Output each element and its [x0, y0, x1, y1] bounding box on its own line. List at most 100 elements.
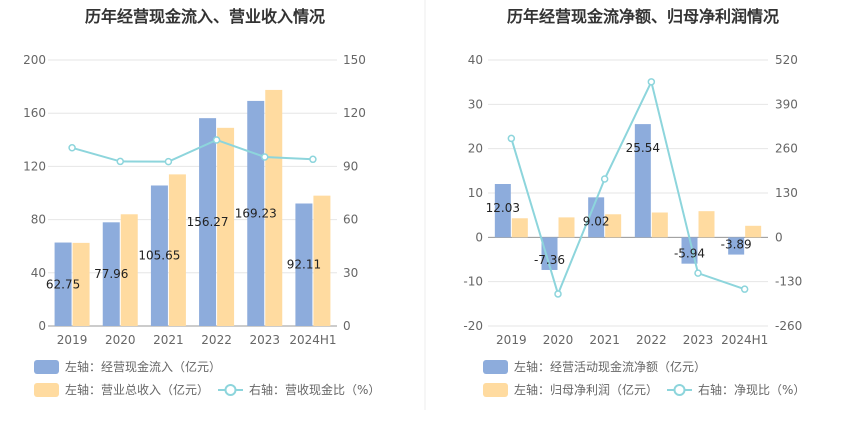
legend-label-cash-inflow: 左轴：经营现金流入（亿元） — [65, 359, 221, 374]
y-left-tick-label: 20 — [468, 142, 483, 156]
ratio-line-point — [507, 134, 516, 143]
legend-item-revenue-cash-ratio[interactable]: 右轴：营收现金比（%） — [218, 382, 380, 397]
y-right-tick-label: 520 — [775, 53, 798, 67]
bar-secondary — [745, 225, 762, 238]
bar-primary — [247, 100, 265, 326]
y-right-tick-label: 150 — [343, 53, 366, 67]
ratio-line-point — [600, 175, 609, 183]
y-right-tick-label: 120 — [343, 106, 366, 120]
bar-secondary — [265, 89, 283, 326]
bar-secondary — [120, 214, 138, 326]
x-tick-label: 2022 — [636, 333, 667, 347]
y-right-tick-label: 130 — [775, 186, 798, 200]
x-tick-label: 2023 — [683, 333, 714, 347]
legend-item-net-profit[interactable]: 左轴：归母净利润（亿元） — [483, 382, 658, 397]
y-left-tick-label: 10 — [468, 186, 483, 200]
legend-label-net-cash-ratio: 右轴：净现比（%） — [698, 382, 805, 397]
data-label: 92.11 — [287, 258, 321, 272]
data-label: 9.02 — [583, 214, 610, 228]
bar-secondary — [698, 211, 715, 238]
y-right-tick-label: 0 — [775, 230, 783, 244]
y-right-tick-label: 390 — [775, 97, 798, 111]
right-chart: -20 -260 -10 -130 0 0 10 130 20 260 30 390 40 520 2019… — [463, 53, 802, 347]
ratio-line-point — [116, 157, 124, 166]
x-tick-label: 2020 — [105, 333, 136, 347]
ratio-line-point — [554, 290, 562, 298]
ratio-line-point — [694, 269, 702, 277]
left-chart: 0 0 40 30 80 60 120 90 160 120 200 150 2019 2020 2021 2… — [23, 53, 366, 347]
chart-title-right: 历年经营现金流净额、归母净利润情况 — [507, 7, 779, 26]
legend-swatch-net-profit — [483, 383, 508, 397]
bar-secondary — [558, 217, 575, 238]
x-tick-label: 2021 — [153, 333, 184, 347]
data-label: 169.23 — [235, 206, 277, 220]
data-label: 62.75 — [46, 277, 80, 291]
y-left-tick-label: 40 — [468, 53, 483, 67]
legend-label-net-profit: 左轴：归母净利润（亿元） — [514, 382, 658, 397]
x-tick-label: 2022 — [201, 333, 232, 347]
y-right-tick-label: 260 — [775, 142, 798, 156]
data-label: -3.89 — [721, 238, 752, 252]
bar-primary — [541, 237, 558, 270]
y-left-tick-label: 30 — [468, 97, 483, 111]
legend-item-cash-inflow[interactable]: 左轴：经营现金流入（亿元） — [34, 359, 221, 374]
ratio-line-point — [647, 78, 656, 86]
y-left-tick-label: 0 — [475, 230, 483, 244]
legend-item-net-cash-flow[interactable]: 左轴：经营活动现金流净额（亿元） — [483, 359, 706, 374]
ratio-line-point — [164, 157, 173, 166]
y-left-tick-label: 160 — [23, 106, 46, 120]
y-left-tick-label: 40 — [31, 266, 46, 280]
legend-item-revenue[interactable]: 左轴：营业总收入（亿元） — [34, 382, 209, 397]
data-label: 25.54 — [626, 141, 660, 155]
legend-swatch-cash-inflow — [34, 360, 59, 374]
y-right-tick-label: 0 — [343, 319, 351, 333]
y-right-tick-label: 30 — [343, 266, 358, 280]
chart-title-left: 历年经营现金流入、营业收入情况 — [85, 7, 325, 26]
y-left-tick-label: -10 — [463, 275, 483, 289]
bar-primary — [199, 118, 217, 327]
bar-secondary — [605, 214, 622, 238]
y-right-tick-label: 60 — [343, 213, 358, 227]
ratio-line-point — [740, 285, 749, 293]
legend-item-net-cash-ratio[interactable]: 右轴：净现比（%） — [667, 382, 805, 397]
x-tick-label: 2020 — [543, 333, 574, 347]
bar-primary — [494, 184, 511, 238]
y-left-tick-label: 120 — [23, 159, 46, 173]
bar-primary — [150, 185, 168, 326]
bar-secondary — [217, 127, 235, 326]
bar-primary — [728, 237, 745, 255]
y-left-tick-label: 0 — [38, 319, 46, 333]
data-label: 77.96 — [94, 267, 128, 281]
bar-secondary — [72, 242, 90, 326]
x-tick-label: 2019 — [496, 333, 527, 347]
x-tick-label: 2024H1 — [721, 333, 768, 347]
x-tick-label: 2021 — [589, 333, 620, 347]
ratio-line — [510, 78, 745, 297]
bar-secondary — [651, 212, 668, 238]
x-tick-label: 2024H1 — [289, 333, 336, 347]
y-left-tick-label: 200 — [23, 53, 46, 67]
data-label: 12.03 — [486, 201, 520, 215]
ratio-line-point — [68, 144, 76, 152]
x-tick-label: 2019 — [57, 333, 88, 347]
data-label: 105.65 — [138, 249, 180, 263]
legend-label-net-cash-flow: 左轴：经营活动现金流净额（亿元） — [514, 359, 706, 374]
bar-primary — [295, 203, 313, 326]
legend-label-revenue-cash-ratio: 右轴：营收现金比（%） — [249, 382, 380, 397]
legend-swatch-net-cash-flow — [483, 360, 508, 374]
y-right-tick-label: -130 — [775, 275, 802, 289]
bar-primary — [102, 222, 120, 326]
y-left-tick-label: 80 — [31, 213, 46, 227]
bar-secondary — [511, 218, 528, 238]
bar-primary — [54, 242, 72, 326]
y-right-tick-label: -260 — [775, 319, 802, 333]
legend-label-revenue: 左轴：营业总收入（亿元） — [65, 382, 209, 397]
y-left-tick-label: -20 — [463, 319, 483, 333]
bar-secondary — [168, 174, 186, 326]
ratio-line — [71, 138, 313, 163]
bar-primary — [634, 124, 651, 238]
legend-swatch-marker-right — [673, 384, 686, 396]
ratio-line-point — [309, 155, 317, 164]
x-tick-label: 2023 — [249, 333, 280, 347]
